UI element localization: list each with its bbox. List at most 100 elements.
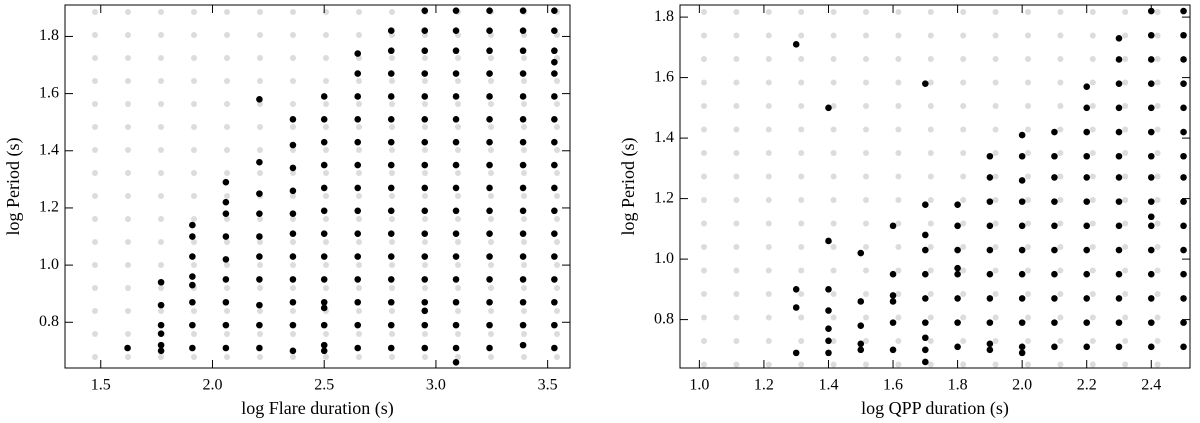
data-point: [1083, 104, 1091, 112]
data-point: [1018, 152, 1026, 160]
lattice-dot: [191, 124, 197, 130]
y-axis-label: log Period (s): [618, 138, 639, 236]
lattice-dot: [224, 101, 230, 107]
lattice-dot: [765, 150, 772, 156]
x-tick-label: 2.0: [202, 377, 222, 394]
data-point: [387, 207, 395, 215]
lattice-dot: [356, 78, 362, 84]
lattice-dot: [733, 197, 740, 203]
lattice-dot: [191, 216, 197, 222]
lattice-dot: [960, 220, 967, 227]
lattice-dot: [488, 124, 494, 130]
lattice-dot: [1089, 103, 1096, 109]
lattice-dot: [290, 101, 296, 107]
lattice-dot: [257, 216, 263, 222]
lattice-dot: [290, 239, 296, 245]
data-point: [1147, 80, 1155, 87]
data-point: [1051, 295, 1058, 302]
data-point: [452, 298, 460, 306]
lattice-dot: [765, 126, 772, 133]
lattice-dot: [92, 331, 98, 337]
lattice-dot: [125, 9, 131, 15]
y-tick-label: 1.4: [654, 129, 674, 146]
lattice-dot: [1057, 267, 1064, 274]
data-point: [189, 221, 196, 229]
data-point: [1018, 349, 1026, 357]
lattice-dot: [960, 79, 967, 86]
lattice-dot: [554, 170, 560, 176]
data-point: [857, 249, 865, 257]
lattice-dot: [830, 314, 837, 321]
lattice-dot: [422, 124, 428, 130]
data-point: [387, 161, 395, 169]
lattice-dot: [125, 55, 131, 61]
data-point: [387, 253, 395, 260]
lattice-dot: [1122, 267, 1129, 274]
lattice-dot: [389, 55, 395, 61]
lattice-dot: [1122, 150, 1129, 156]
lattice-dot: [323, 101, 329, 107]
data-point: [354, 138, 362, 146]
data-point: [1051, 270, 1058, 278]
lattice-dot: [257, 331, 263, 337]
data-point: [889, 292, 897, 299]
lattice-dot: [356, 285, 362, 291]
lattice-dot: [701, 361, 707, 368]
data-point: [256, 321, 263, 329]
lattice-dot: [422, 239, 428, 245]
lattice-dot: [960, 173, 967, 180]
lattice-dot: [1154, 56, 1161, 62]
lattice-dot: [701, 32, 707, 39]
lattice-dot: [1122, 338, 1129, 344]
lattice-dot: [895, 32, 902, 39]
lattice-dot: [224, 9, 230, 15]
lattice-dot: [1122, 197, 1129, 203]
lattice-dot: [701, 9, 707, 15]
data-point: [954, 295, 961, 302]
data-point: [1083, 128, 1091, 136]
data-point: [519, 321, 527, 329]
lattice-dot: [92, 101, 98, 107]
plot-frame: [64, 4, 571, 369]
lattice-dot: [733, 56, 740, 62]
data-point: [551, 70, 558, 77]
data-point: [519, 161, 527, 169]
lattice-dot: [488, 193, 494, 199]
data-point: [825, 337, 832, 345]
data-point: [792, 286, 800, 293]
lattice-dot: [323, 170, 329, 176]
lattice-dot: [895, 197, 902, 203]
data-point: [1083, 83, 1091, 90]
data-point: [1083, 246, 1091, 254]
lattice-dot: [863, 103, 869, 109]
x-tick-label: 1.0: [689, 377, 709, 394]
lattice-dot: [224, 354, 230, 360]
data-point: [825, 104, 832, 112]
lattice-dot: [798, 291, 805, 297]
data-point: [157, 321, 165, 329]
data-point: [452, 116, 460, 123]
data-point: [486, 253, 493, 260]
lattice-dot: [992, 32, 999, 39]
lattice-dot: [554, 239, 560, 245]
lattice-dot: [798, 173, 805, 180]
lattice-dot: [895, 173, 902, 180]
lattice-dot: [1154, 103, 1161, 109]
lattice-dot: [895, 56, 902, 62]
data-point: [320, 138, 328, 146]
lattice-dot: [1122, 32, 1129, 39]
data-point: [452, 276, 460, 283]
data-point: [486, 47, 493, 55]
data-point: [1051, 246, 1058, 254]
lattice-dot: [257, 55, 263, 61]
lattice-dot: [521, 55, 527, 61]
lattice-dot: [554, 308, 560, 314]
data-point: [189, 273, 196, 280]
data-point: [1180, 31, 1187, 39]
data-point: [792, 349, 800, 357]
data-point: [986, 246, 994, 254]
lattice-dot: [798, 79, 805, 86]
data-point: [1147, 174, 1155, 181]
lattice-dot: [422, 193, 428, 199]
data-point: [320, 298, 328, 306]
